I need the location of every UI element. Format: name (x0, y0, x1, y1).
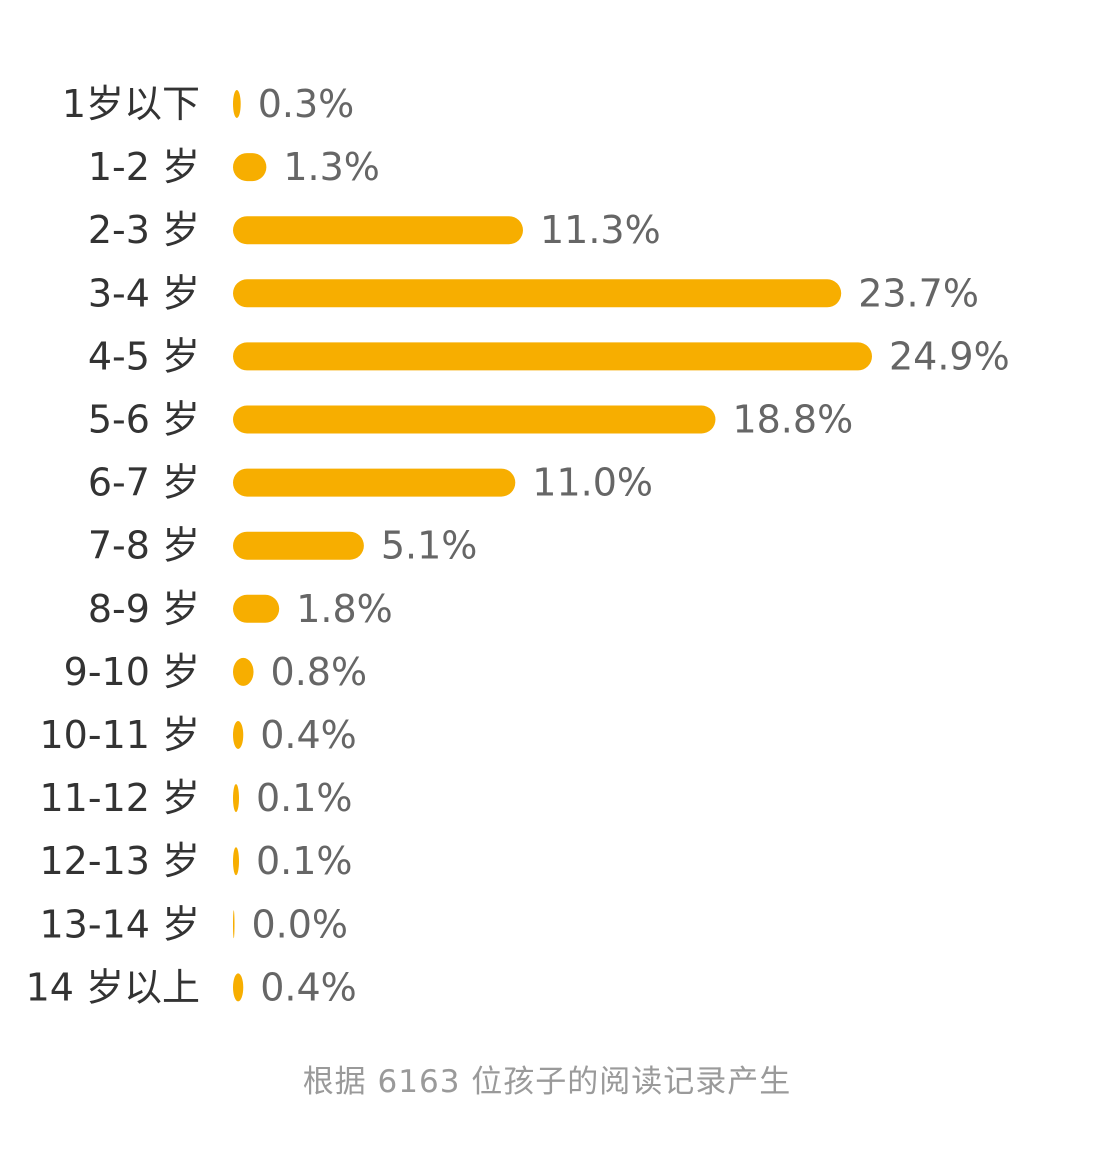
bar (233, 468, 516, 497)
category-label: 6-7 岁 (88, 461, 200, 505)
category-label: 5-6 岁 (88, 398, 200, 442)
value-label: 18.8% (732, 398, 853, 442)
bar (233, 721, 244, 749)
bar (233, 657, 254, 686)
category-label: 12-13 岁 (40, 839, 201, 883)
category-label: 9-10 岁 (64, 650, 200, 694)
bar (233, 594, 280, 623)
value-label: 23.7% (858, 271, 979, 315)
value-label: 11.0% (532, 461, 653, 505)
bar (233, 973, 244, 1002)
value-label: 0.0% (252, 902, 349, 946)
category-label: 13-14 岁 (40, 902, 201, 946)
bar (233, 784, 239, 813)
value-label: 0.1% (256, 776, 353, 820)
value-label: 24.9% (889, 334, 1010, 378)
value-label: 5.1% (381, 524, 478, 568)
chart-footnote: 根据 6163 位孩子的阅读记录产生 (302, 1064, 792, 1100)
value-label: 0.8% (271, 650, 368, 694)
bar (233, 90, 241, 118)
bar (233, 531, 364, 560)
bar (233, 342, 872, 371)
bar (233, 910, 235, 939)
value-label: 1.8% (296, 587, 393, 631)
value-label: 1.3% (283, 145, 380, 189)
category-label: 10-11 岁 (40, 713, 201, 757)
bar (233, 279, 842, 308)
age-distribution-bar-chart: 1岁以下 0.3% 1-2 岁 1.3% 2-3 岁 11.3% 3-4 岁 23.7% 4-5… (26, 82, 1010, 1009)
value-label: 0.4% (260, 965, 357, 1009)
category-label: 1岁以下 (62, 82, 200, 126)
value-label: 0.4% (260, 713, 357, 757)
category-label: 2-3 岁 (88, 208, 200, 252)
bar (233, 405, 716, 434)
category-label: 8-9 岁 (88, 587, 200, 631)
bar (233, 847, 239, 876)
value-label: 11.3% (540, 208, 661, 252)
bar (233, 216, 523, 245)
category-label: 1-2 岁 (88, 145, 200, 189)
category-label: 14 岁以上 (26, 965, 200, 1009)
category-label: 3-4 岁 (88, 271, 200, 315)
category-label: 11-12 岁 (40, 776, 201, 820)
bar (233, 153, 267, 182)
value-label: 0.1% (256, 839, 353, 883)
category-label: 7-8 岁 (88, 524, 200, 568)
value-label: 0.3% (258, 82, 355, 126)
category-label: 4-5 岁 (88, 334, 200, 378)
